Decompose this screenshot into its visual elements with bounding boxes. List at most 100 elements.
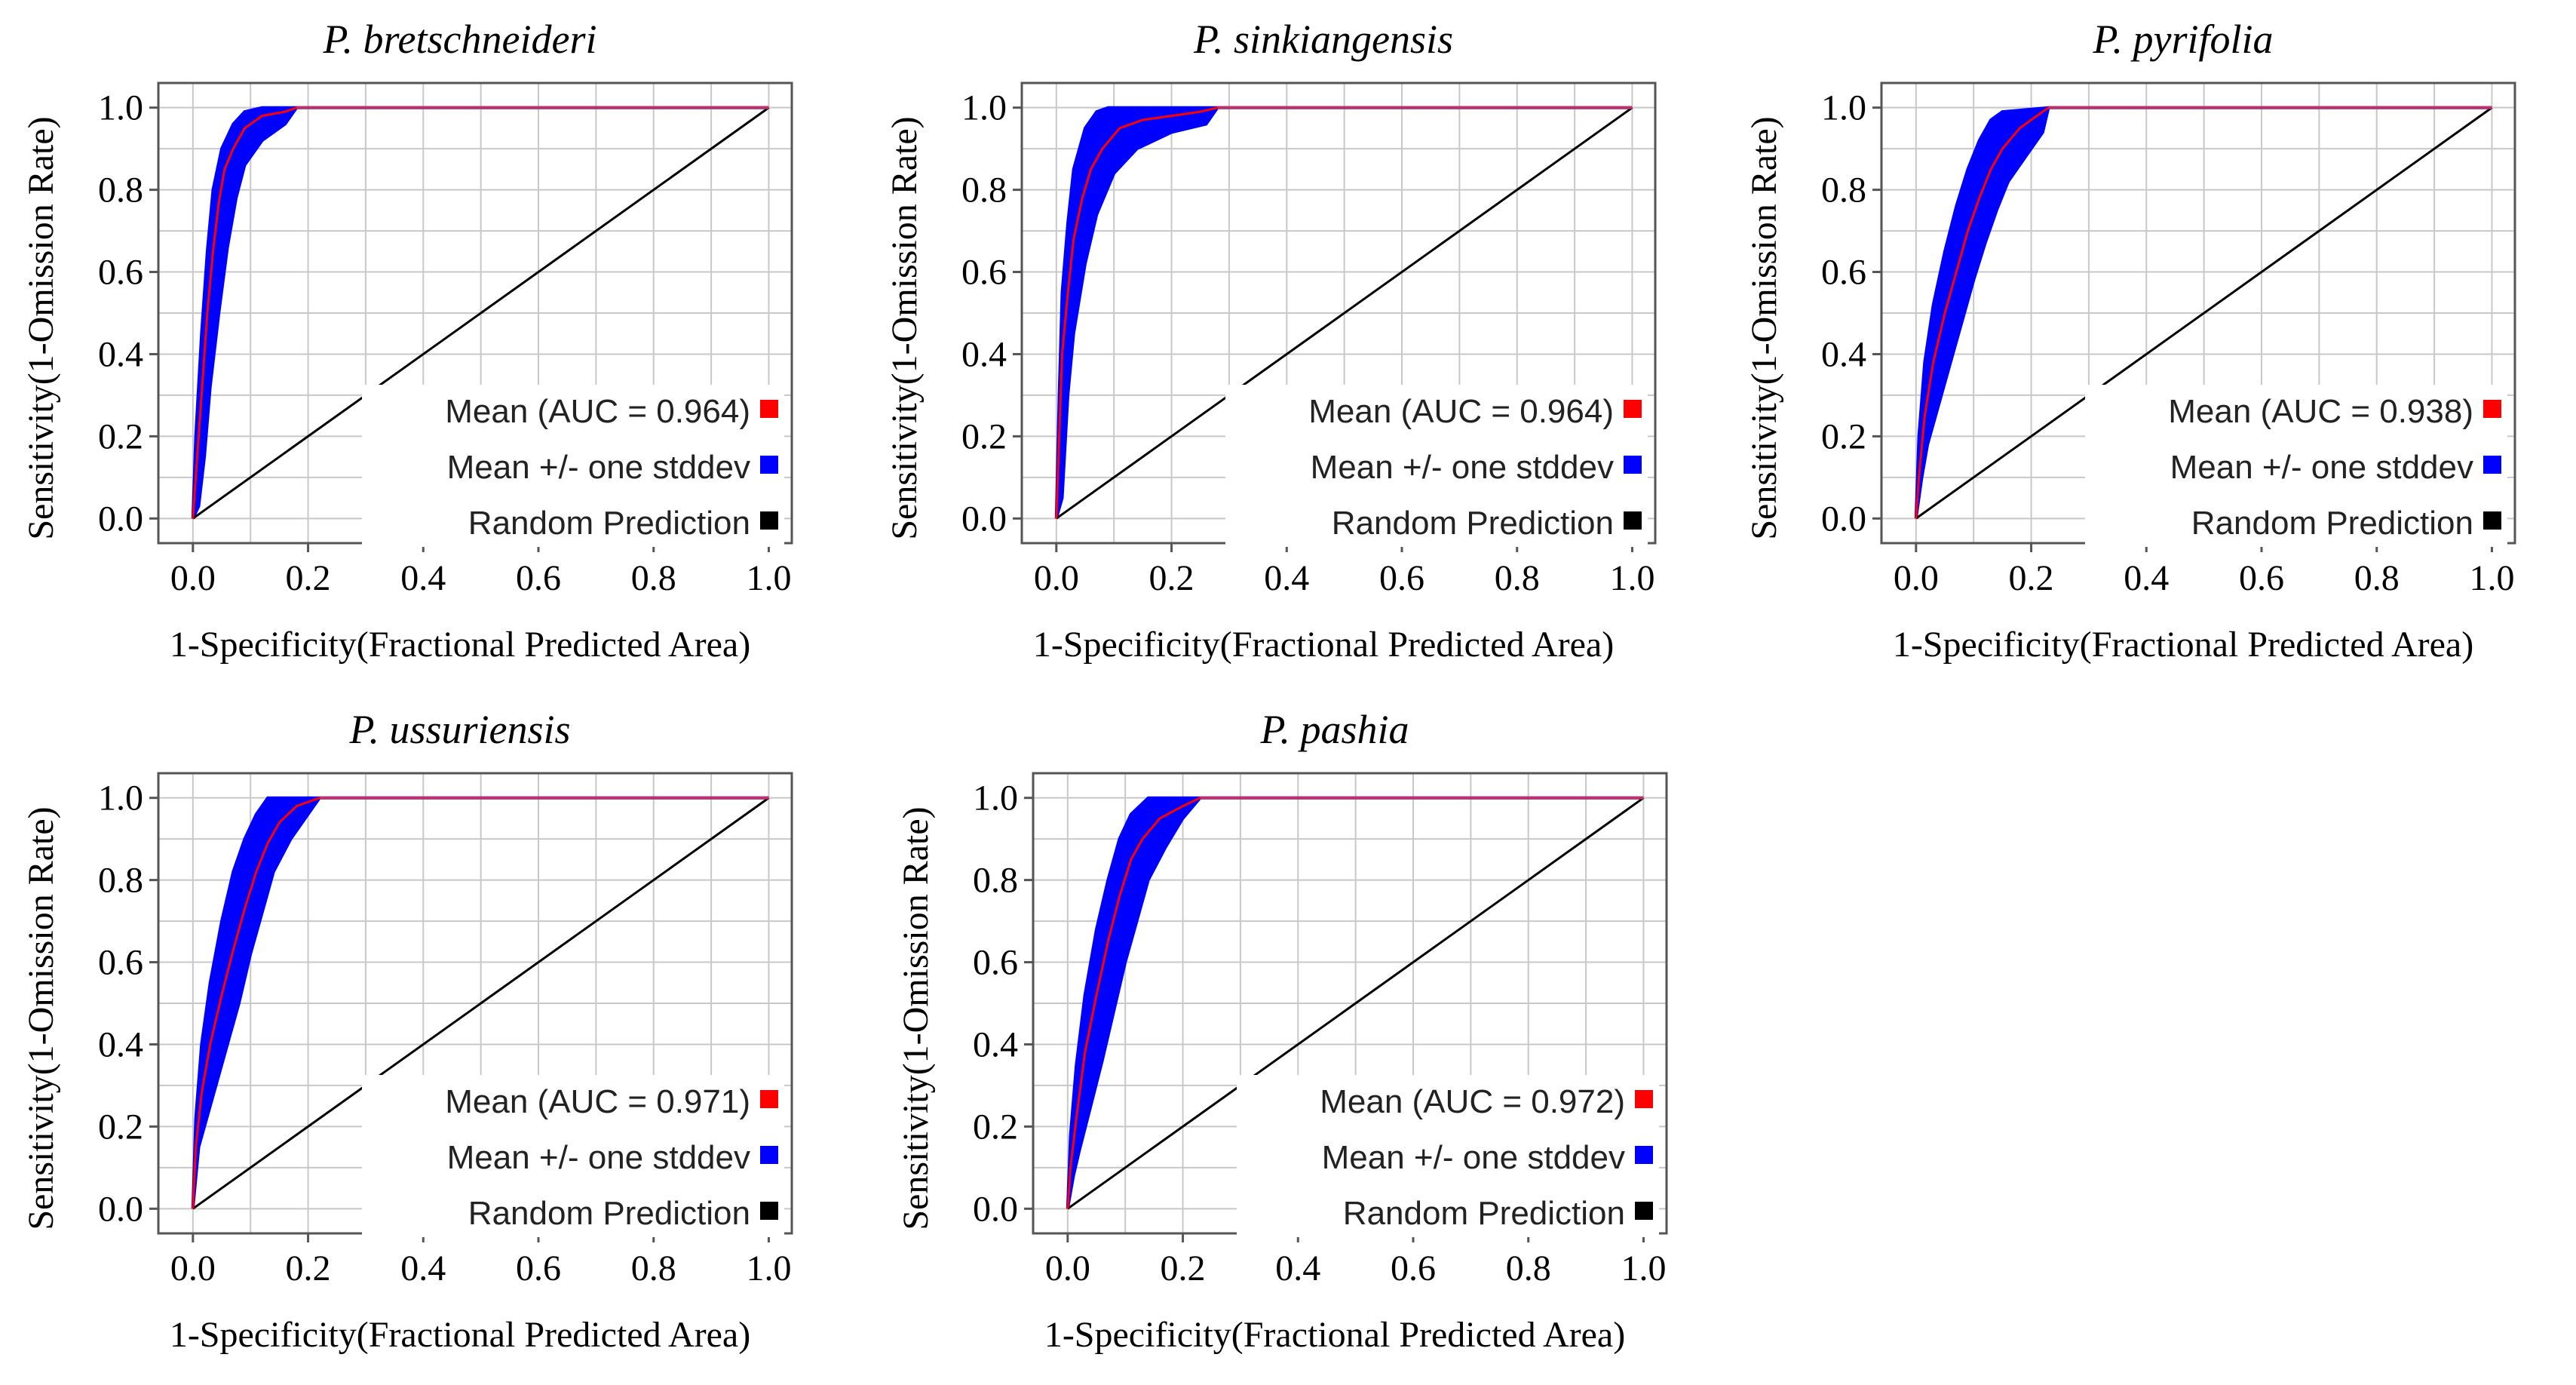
random-prediction-line xyxy=(1066,797,1645,1210)
mean-roc-line xyxy=(1915,106,2492,519)
legend-background xyxy=(1237,1075,1659,1237)
y-axis-label: Sensitivity(1-Omission Rate) xyxy=(1744,116,1784,539)
x-tick-label: 0.8 xyxy=(1506,1248,1551,1288)
x-tick-label: 0.6 xyxy=(1391,1248,1436,1288)
y-tick-label: 0.2 xyxy=(973,1107,1018,1147)
y-tick-label: 0.4 xyxy=(98,1024,143,1064)
legend-label: Mean +/- one stddev xyxy=(1311,449,1614,486)
legend-swatch xyxy=(760,400,778,418)
x-tick-label: 0.2 xyxy=(286,558,331,598)
x-tick-label: 0.8 xyxy=(631,558,676,598)
legend-swatch xyxy=(760,511,778,530)
x-tick-label: 0.2 xyxy=(2009,558,2054,598)
legend: Mean (AUC = 0.964) Mean +/- one stddev Ran… xyxy=(1225,385,1648,547)
legend-swatch xyxy=(760,1146,778,1164)
x-tick-label: 1.0 xyxy=(746,1248,791,1288)
y-tick-label: 0.8 xyxy=(98,861,143,901)
x-tick-label: 0.8 xyxy=(1495,558,1540,598)
chart-title: P. ussuriensis xyxy=(348,707,570,752)
legend-label: Mean +/- one stddev xyxy=(447,449,750,486)
roc-panel-sinkiangensis: P. sinkiangensis 0.0 0.2 0.4 0.6 0.8 1.0 0.0 0.2… xyxy=(863,0,1708,694)
random-prediction-line xyxy=(1055,106,1633,520)
legend-swatch xyxy=(760,1090,778,1108)
x-tick-label: 0.0 xyxy=(1034,558,1079,598)
y-tick-label: 0.0 xyxy=(98,1189,143,1229)
x-tick-label: 0.2 xyxy=(1161,1248,1206,1288)
chart-title: P. sinkiangensis xyxy=(1193,17,1453,62)
legend: Mean (AUC = 0.971) Mean +/- one stddev Ran… xyxy=(362,1075,784,1237)
y-tick-label: 0.8 xyxy=(973,861,1018,901)
random-prediction-line xyxy=(1915,106,2493,520)
roc-panel-pyrifolia: P. pyrifolia 0.0 0.2 0.4 0.6 0.8 1.0 0.0 0.2 0.4 0… xyxy=(1723,0,2568,694)
y-tick-label: 0.0 xyxy=(98,499,143,539)
y-tick-label: 0.8 xyxy=(961,170,1007,210)
legend-swatch xyxy=(2483,400,2501,418)
x-tick-label: 0.6 xyxy=(516,558,561,598)
x-axis-label: 1-Specificity(Fractional Predicted Area) xyxy=(170,1315,750,1355)
y-axis-label: Sensitivity(1-Omission Rate) xyxy=(896,806,936,1230)
y-tick-label: 0.0 xyxy=(961,499,1007,539)
legend-swatch xyxy=(1635,1146,1653,1164)
legend-swatch xyxy=(2483,456,2501,474)
y-tick-label: 1.0 xyxy=(98,88,143,128)
x-tick-label: 1.0 xyxy=(746,558,791,598)
y-tick-label: 0.8 xyxy=(1821,170,1866,210)
y-tick-label: 1.0 xyxy=(973,778,1018,818)
random-prediction-line xyxy=(192,797,770,1210)
roc-panel-pashia: P. pashia 0.0 0.2 0.4 0.6 0.8 1.0 0.0 0.2 0.4 0.6 0… xyxy=(875,690,1719,1384)
random-prediction-line xyxy=(192,106,770,520)
y-tick-label: 0.6 xyxy=(98,253,143,293)
x-axis-label: 1-Specificity(Fractional Predicted Area) xyxy=(1044,1315,1625,1355)
y-tick-label: 1.0 xyxy=(961,88,1007,128)
x-axis-label: 1-Specificity(Fractional Predicted Area) xyxy=(1893,625,2473,665)
mean-roc-line xyxy=(192,797,769,1209)
y-tick-label: 0.6 xyxy=(98,943,143,983)
x-tick-label: 0.8 xyxy=(631,1248,676,1288)
x-tick-label: 0.8 xyxy=(2354,558,2400,598)
legend-label: Mean (AUC = 0.972) xyxy=(1320,1083,1625,1120)
mean-roc-line xyxy=(1066,797,1644,1209)
x-axis-label: 1-Specificity(Fractional Predicted Area) xyxy=(170,625,750,665)
legend-label: Mean (AUC = 0.964) xyxy=(445,393,750,430)
legend-swatch xyxy=(1624,400,1642,418)
legend-label: Random Prediction xyxy=(468,1195,750,1232)
y-tick-label: 1.0 xyxy=(1821,88,1866,128)
legend-background xyxy=(362,385,784,547)
legend-label: Mean +/- one stddev xyxy=(2170,449,2473,486)
legend-swatch xyxy=(760,456,778,474)
legend-swatch xyxy=(760,1202,778,1220)
x-tick-label: 0.0 xyxy=(1894,558,1939,598)
x-tick-label: 1.0 xyxy=(1609,558,1654,598)
roc-chart: P. bretschneideri 0.0 0.2 0.4 0.6 0.8 1.0 0.0 0.… xyxy=(21,17,793,665)
x-tick-label: 0.4 xyxy=(400,1248,446,1288)
x-tick-label: 0.4 xyxy=(2124,558,2169,598)
x-tick-label: 1.0 xyxy=(1621,1248,1666,1288)
legend-background xyxy=(1225,385,1648,547)
chart-title: P. bretschneideri xyxy=(323,17,597,62)
legend-swatch xyxy=(1624,511,1642,530)
y-axis-label: Sensitivity(1-Omission Rate) xyxy=(885,116,925,539)
x-tick-label: 0.2 xyxy=(1149,558,1194,598)
y-axis-label: Sensitivity(1-Omission Rate) xyxy=(21,116,61,539)
y-tick-label: 0.0 xyxy=(973,1189,1018,1229)
y-tick-label: 0.4 xyxy=(98,334,143,374)
legend-background xyxy=(362,1075,784,1237)
x-tick-label: 0.4 xyxy=(400,558,446,598)
legend-label: Mean (AUC = 0.971) xyxy=(445,1083,750,1120)
x-tick-label: 0.0 xyxy=(170,1248,216,1288)
x-tick-label: 0.0 xyxy=(1045,1248,1090,1288)
roc-chart: P. pashia 0.0 0.2 0.4 0.6 0.8 1.0 0.0 0.2 0.4 0.6 0… xyxy=(896,707,1668,1355)
roc-panel-ussuriensis: P. ussuriensis 0.0 0.2 0.4 0.6 0.8 1.0 0.0 0.2 0.… xyxy=(0,690,845,1384)
legend-label: Mean (AUC = 0.938) xyxy=(2168,393,2473,430)
legend-label: Mean +/- one stddev xyxy=(1322,1139,1625,1176)
x-tick-label: 0.6 xyxy=(1379,558,1424,598)
roc-panel-bretschneideri: P. bretschneideri 0.0 0.2 0.4 0.6 0.8 1.0 0.0 0.… xyxy=(0,0,845,694)
chart-title: P. pashia xyxy=(1259,707,1409,752)
legend-swatch xyxy=(2483,511,2501,530)
y-tick-label: 0.2 xyxy=(1821,416,1866,456)
legend: Mean (AUC = 0.972) Mean +/- one stddev Ran… xyxy=(1237,1075,1659,1237)
legend-label: Mean (AUC = 0.964) xyxy=(1308,393,1614,430)
y-tick-label: 0.4 xyxy=(973,1024,1018,1064)
y-tick-label: 0.6 xyxy=(1821,253,1866,293)
